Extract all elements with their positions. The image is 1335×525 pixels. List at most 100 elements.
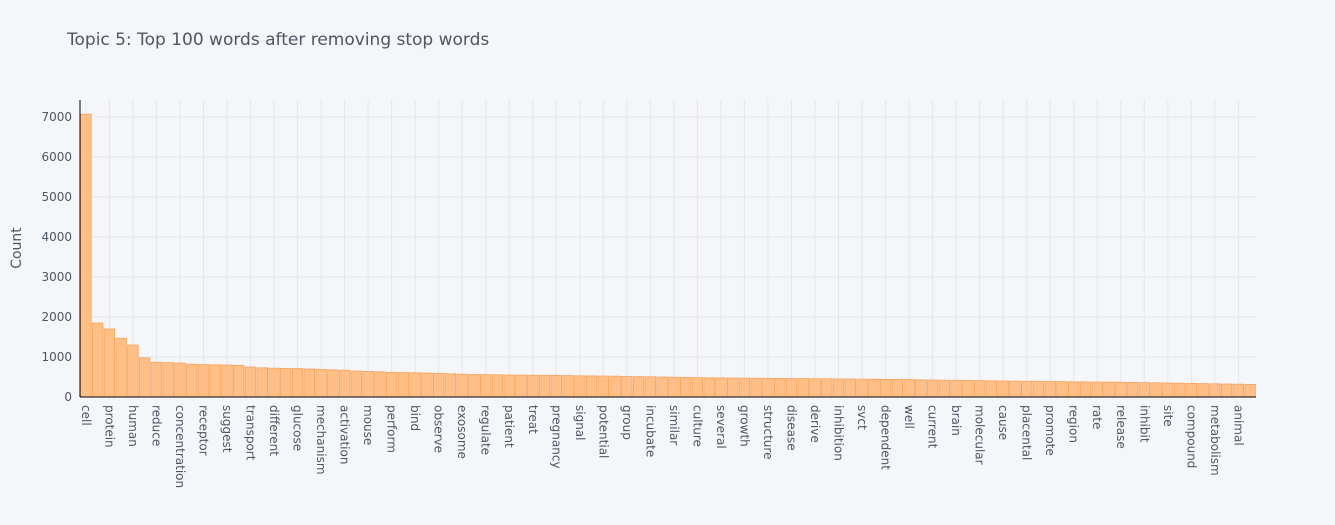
x-tick-label: different [267, 405, 281, 456]
bar [1115, 381, 1127, 398]
x-tick-label: cause [996, 405, 1010, 440]
bar [244, 366, 257, 398]
bar [762, 377, 774, 398]
bar [644, 376, 657, 398]
x-tick-label: transport [244, 405, 258, 461]
y-axis-title: Count [9, 227, 25, 269]
bar [350, 370, 363, 398]
bar [503, 374, 515, 398]
bar [362, 370, 374, 398]
bar [691, 377, 704, 398]
x-tick-label: treat [526, 405, 540, 434]
bar [80, 113, 92, 398]
bar [1197, 383, 1209, 398]
x-tick-label: molecular [973, 405, 987, 465]
bar [1009, 380, 1021, 398]
bar [797, 378, 809, 398]
x-tick-label: signal [573, 405, 587, 441]
x-tick-label: pregnancy [549, 405, 563, 469]
bar [444, 373, 457, 398]
y-tick-label: 7000 [41, 110, 72, 124]
bar [138, 357, 151, 398]
bar [609, 375, 621, 398]
bar [1056, 381, 1068, 398]
x-tick-label: rate [1090, 405, 1104, 429]
bar [385, 371, 398, 398]
bar [809, 378, 821, 398]
y-tick-label: 5000 [41, 190, 72, 204]
bar [891, 378, 904, 398]
x-tick-label: promote [1043, 405, 1057, 456]
bar [221, 364, 233, 398]
x-tick-label: growth [737, 405, 751, 447]
x-tick-label: inhibition [832, 405, 846, 461]
y-tick-label: 3000 [41, 270, 72, 284]
bar [1068, 381, 1080, 398]
bar [468, 373, 480, 398]
bar [291, 368, 304, 398]
bar [1020, 380, 1033, 398]
bar [1185, 382, 1198, 398]
x-tick-label: current [926, 405, 940, 449]
x-tick-label: site [1161, 405, 1175, 427]
x-tick-label: placental [1020, 405, 1034, 460]
bar [491, 374, 504, 398]
bar [209, 364, 221, 398]
bar [256, 367, 268, 398]
bar [750, 377, 762, 398]
bar [1150, 382, 1162, 398]
x-tick-label: reduce [149, 405, 163, 446]
bar [632, 376, 645, 398]
bar [162, 362, 174, 398]
x-tick-label: suggest [220, 405, 234, 453]
x-tick-label: animal [1231, 405, 1245, 446]
bar [703, 377, 715, 398]
x-tick-label: human [126, 405, 140, 447]
bar [726, 377, 739, 398]
x-tick-label: patient [502, 405, 516, 448]
x-tick-label: svct [855, 405, 869, 430]
bar [103, 328, 116, 398]
x-tick-label: brain [949, 405, 963, 436]
x-tick-label: protein [102, 405, 116, 448]
bar [197, 364, 210, 398]
x-tick-label: perform [385, 405, 399, 453]
x-tick-label: glucose [291, 405, 305, 451]
bar [738, 377, 751, 398]
x-tick-label: structure [761, 405, 775, 459]
bar [879, 378, 892, 398]
bar [315, 368, 327, 398]
bar [668, 376, 680, 398]
bar [1138, 382, 1150, 398]
bar [621, 375, 633, 398]
y-tick-label: 1000 [41, 350, 72, 364]
x-tick-label: compound [1184, 405, 1198, 468]
x-tick-label: inhibit [1137, 405, 1151, 443]
y-tick-label: 2000 [41, 310, 72, 324]
x-tick-label: regulate [479, 405, 493, 455]
bar [186, 363, 198, 398]
x-tick-label: observe [432, 405, 446, 453]
x-tick-label: mouse [361, 405, 375, 445]
bar [150, 361, 163, 398]
bar [856, 378, 868, 398]
bar [1220, 383, 1233, 398]
bar [115, 337, 127, 398]
bar [1173, 382, 1186, 398]
x-tick-label: well [902, 405, 916, 429]
bar [656, 376, 668, 398]
x-tick-label: derive [808, 405, 822, 443]
bar [515, 374, 527, 398]
bar [1232, 383, 1245, 398]
bar [1044, 381, 1056, 398]
bar [585, 375, 598, 398]
bar [174, 362, 186, 398]
bar [480, 374, 492, 398]
bar [1244, 383, 1256, 398]
x-tick-label: incubate [643, 405, 657, 457]
bar [91, 322, 104, 398]
x-tick-label: release [1114, 405, 1128, 449]
bar [973, 380, 986, 398]
x-tick-label: metabolism [1208, 405, 1222, 476]
x-tick-label: dependent [879, 405, 893, 470]
